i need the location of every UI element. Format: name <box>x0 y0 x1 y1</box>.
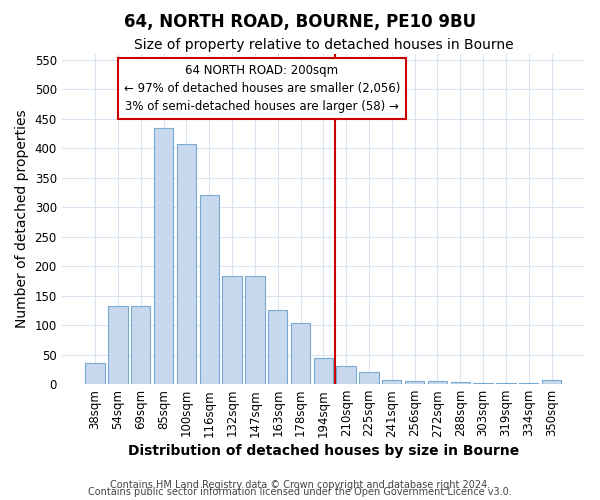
X-axis label: Distribution of detached houses by size in Bourne: Distribution of detached houses by size … <box>128 444 519 458</box>
Bar <box>223 276 242 384</box>
Bar <box>405 381 424 384</box>
Bar <box>108 306 128 384</box>
Bar <box>473 383 493 384</box>
Title: Size of property relative to detached houses in Bourne: Size of property relative to detached ho… <box>134 38 513 52</box>
Bar <box>382 380 401 384</box>
Bar <box>200 196 219 384</box>
Bar <box>131 306 151 384</box>
Bar <box>359 372 379 384</box>
Text: Contains HM Land Registry data © Crown copyright and database right 2024.: Contains HM Land Registry data © Crown c… <box>110 480 490 490</box>
Bar <box>291 324 310 384</box>
Text: Contains public sector information licensed under the Open Government Licence v3: Contains public sector information licen… <box>88 487 512 497</box>
Bar <box>496 383 515 384</box>
Bar <box>268 310 287 384</box>
Bar <box>154 128 173 384</box>
Bar <box>337 366 356 384</box>
Bar <box>451 382 470 384</box>
Y-axis label: Number of detached properties: Number of detached properties <box>15 110 29 328</box>
Bar <box>245 276 265 384</box>
Bar <box>85 364 105 384</box>
Bar <box>177 144 196 384</box>
Bar <box>542 380 561 384</box>
Text: 64 NORTH ROAD: 200sqm
← 97% of detached houses are smaller (2,056)
3% of semi-de: 64 NORTH ROAD: 200sqm ← 97% of detached … <box>124 64 400 113</box>
Bar <box>314 358 333 384</box>
Bar <box>428 381 447 384</box>
Text: 64, NORTH ROAD, BOURNE, PE10 9BU: 64, NORTH ROAD, BOURNE, PE10 9BU <box>124 12 476 30</box>
